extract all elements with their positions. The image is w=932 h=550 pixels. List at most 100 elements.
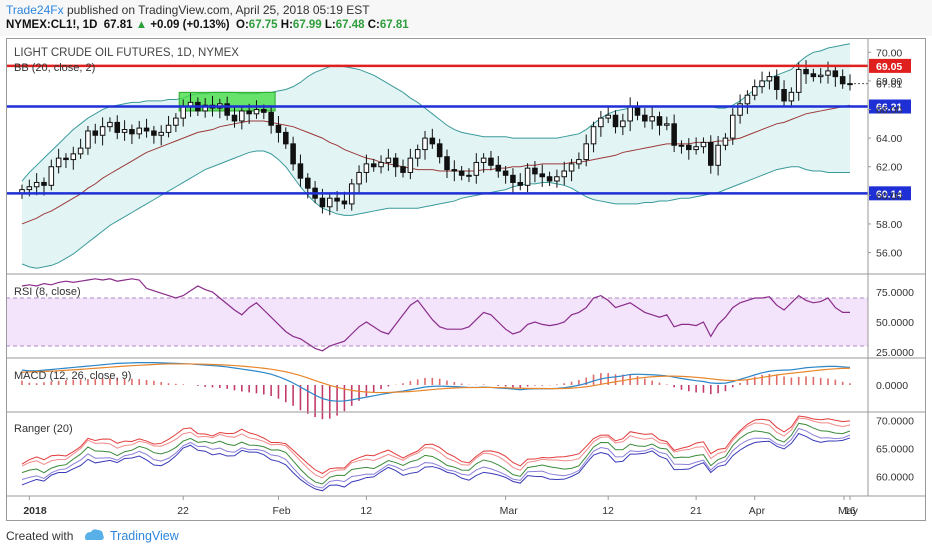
ranger-line-4: [21, 432, 851, 492]
candle-body-25: [202, 104, 208, 112]
level-tag-0: 69.05: [876, 61, 902, 73]
candle-body-111: [832, 70, 839, 78]
candle-body-49: [378, 161, 384, 168]
candle-body-108: [810, 73, 817, 78]
candle-body-13: [114, 121, 121, 133]
high-label: H:: [280, 19, 293, 31]
tradingview-logo-icon[interactable]: [82, 526, 106, 544]
candle-body-82: [620, 120, 626, 128]
macd-indicator-label[interactable]: MACD (12, 26, close, 9): [14, 370, 131, 382]
candle-body-39: [304, 177, 311, 189]
candle-body-63: [480, 157, 487, 163]
published-text: published on TradingView.com, April 25, …: [66, 3, 370, 17]
time-tick-0: 2018: [23, 505, 47, 517]
candle-body-107: [803, 68, 809, 75]
ranger-line-1: [21, 417, 851, 479]
open-label: O:: [236, 19, 249, 31]
rsi-indicator-label[interactable]: RSI (8, close): [14, 286, 81, 298]
candle-body-55: [422, 137, 428, 151]
candle-body-54: [414, 149, 421, 159]
last-price-tag: 67.81: [876, 79, 902, 91]
candle-body-50: [385, 157, 392, 163]
candle-body-68: [517, 181, 524, 186]
price-axis-tick-7: 56.00: [876, 248, 902, 260]
price-axis-tick-5: 60.00: [876, 190, 902, 202]
candle-body-97: [729, 114, 736, 139]
bb-band-fill: [22, 43, 850, 269]
candle-body-87: [656, 116, 663, 126]
bb-indicator-label[interactable]: BB (20, close, 2): [14, 62, 95, 74]
candle-body-36: [283, 131, 289, 145]
publisher-name[interactable]: Trade24Fx: [6, 3, 64, 17]
candle-body-64: [488, 157, 494, 166]
candle-body-106: [795, 68, 802, 93]
last-price: 67.81: [103, 19, 133, 31]
close-label: C:: [367, 19, 380, 31]
time-tick-9: May: [838, 505, 859, 517]
candle-body-112: [839, 76, 846, 85]
level-tag-bg-1: [869, 99, 911, 114]
candle-body-3: [41, 181, 47, 186]
candle-body-1: [26, 186, 33, 191]
candle-body-38: [297, 163, 304, 179]
high-value: 67.99: [292, 19, 322, 31]
candle-body-61: [466, 174, 472, 177]
candle-body-58: [444, 156, 450, 171]
candle-body-5: [55, 157, 62, 168]
time-tick-1: 22: [177, 505, 189, 517]
candle-body-48: [370, 163, 377, 168]
candle-body-65: [495, 164, 502, 172]
time-tick-2: Feb: [272, 505, 290, 517]
macd-line: [21, 361, 851, 402]
time-tick-6: 21: [690, 505, 702, 517]
candle-body-93: [700, 141, 707, 148]
time-tick-4: Mar: [500, 505, 519, 517]
symbol: NYMEX:CL1!, 1D: [6, 19, 98, 31]
price-change: +0.09 (+0.13%): [150, 19, 230, 31]
candle-body-85: [642, 114, 648, 122]
candle-body-99: [744, 94, 751, 105]
price-pane-title: LIGHT CRUDE OIL FUTURES, 1D, NYMEX: [14, 47, 239, 59]
ranger-line-2: [21, 422, 851, 485]
macd-pane: 0.0000: [21, 361, 908, 420]
candle-body-33: [261, 109, 267, 113]
candle-body-56: [429, 137, 436, 145]
candle-body-80: [605, 114, 611, 119]
candle-body-94: [708, 141, 714, 166]
price-axis-tick-2: 66.00: [876, 105, 902, 117]
candle-body-41: [319, 197, 326, 208]
candle-body-11: [99, 126, 106, 136]
candle-body-84: [634, 106, 641, 116]
candle-body-62: [473, 161, 480, 176]
ranger-indicator-label[interactable]: Ranger (20): [14, 423, 73, 435]
candle-body-37: [290, 143, 296, 165]
candle-body-77: [583, 143, 589, 161]
publish-line: Trade24Fx published on TradingView.com, …: [6, 3, 370, 17]
candle-body-79: [598, 117, 604, 128]
rsi-axis-tick-2: 25.0000: [876, 347, 914, 359]
price-axis-tick-3: 64.00: [876, 133, 902, 145]
price-axis-tick-6: 58.00: [876, 219, 902, 231]
ranger-pane: 70.0000 65.0000 60.0000: [21, 415, 914, 492]
chart-canvas[interactable]: 69.05 66.21 60.14 70.00 68.00 66.00 64.00 62.00…: [6, 38, 926, 522]
low-value: 67.48: [335, 19, 365, 31]
time-tick-8: 16: [844, 505, 856, 517]
ranger-axis-tick-0: 70.0000: [876, 415, 914, 427]
rsi-band-fill: [6, 298, 868, 346]
candle-body-81: [612, 114, 619, 128]
candle-body-105: [788, 91, 795, 102]
price-axis-tick-1: 68.00: [876, 76, 902, 88]
candle-body-69: [524, 167, 531, 186]
rsi-axis-tick-1: 50.0000: [876, 317, 914, 329]
rsi-pane: 75.0000 50.0000 25.0000: [6, 278, 914, 359]
created-with-text: Created with: [6, 529, 74, 543]
price-axis-tick-0: 70.00: [876, 47, 902, 59]
chart-frame[interactable]: 69.05 66.21 60.14 70.00 68.00 66.00 64.00 62.00…: [6, 38, 926, 522]
candle-body-10: [92, 130, 99, 136]
candle-body-110: [825, 70, 831, 76]
candle-body-42: [326, 197, 333, 208]
tradingview-brand[interactable]: TradingView: [110, 529, 179, 543]
candle-body-21: [173, 117, 179, 126]
candle-body-32: [253, 109, 260, 115]
candle-body-96: [722, 137, 729, 146]
